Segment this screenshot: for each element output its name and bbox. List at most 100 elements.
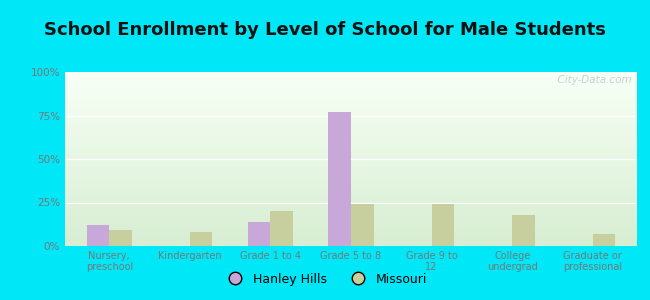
- Bar: [65, 234, 637, 236]
- Bar: [65, 98, 637, 100]
- Bar: [65, 145, 637, 147]
- Bar: [65, 192, 637, 194]
- Bar: [65, 236, 637, 237]
- Bar: [65, 150, 637, 152]
- Bar: [65, 194, 637, 196]
- Bar: [65, 131, 637, 133]
- Bar: [65, 109, 637, 110]
- Bar: [65, 136, 637, 138]
- Bar: [65, 119, 637, 121]
- Bar: [65, 112, 637, 114]
- Bar: [65, 79, 637, 81]
- Bar: [65, 116, 637, 117]
- Bar: [593, 234, 616, 246]
- Bar: [65, 147, 637, 148]
- Bar: [65, 211, 637, 213]
- Bar: [65, 239, 637, 241]
- Bar: [512, 215, 535, 246]
- Bar: [65, 173, 637, 175]
- Bar: [65, 157, 637, 159]
- Bar: [65, 220, 637, 222]
- Text: City-Data.com: City-Data.com: [551, 76, 631, 85]
- Bar: [65, 163, 637, 164]
- Bar: [65, 93, 637, 94]
- Bar: [65, 190, 637, 192]
- Bar: [65, 206, 637, 208]
- Bar: [65, 148, 637, 150]
- Bar: [65, 227, 637, 229]
- Bar: [65, 152, 637, 154]
- Bar: [65, 215, 637, 216]
- Bar: [351, 204, 374, 246]
- Bar: [248, 222, 270, 246]
- Bar: [65, 178, 637, 180]
- Bar: [65, 161, 637, 163]
- Bar: [65, 94, 637, 96]
- Bar: [65, 89, 637, 91]
- Bar: [65, 189, 637, 190]
- Bar: [65, 107, 637, 109]
- Bar: [65, 74, 637, 76]
- Bar: [65, 213, 637, 215]
- Bar: [65, 166, 637, 168]
- Bar: [65, 202, 637, 204]
- Bar: [65, 103, 637, 105]
- Bar: [65, 175, 637, 176]
- Bar: [65, 133, 637, 135]
- Bar: [65, 222, 637, 224]
- Bar: [65, 171, 637, 173]
- Bar: [65, 169, 637, 171]
- Bar: [65, 91, 637, 93]
- Bar: [65, 237, 637, 239]
- Bar: [65, 86, 637, 88]
- Bar: [65, 225, 637, 227]
- Bar: [65, 124, 637, 126]
- Bar: [65, 180, 637, 182]
- Bar: [109, 230, 132, 246]
- Bar: [65, 77, 637, 79]
- Bar: [65, 88, 637, 89]
- Bar: [65, 159, 637, 161]
- Bar: [65, 114, 637, 116]
- Bar: [65, 232, 637, 234]
- Bar: [65, 204, 637, 206]
- Bar: [65, 96, 637, 98]
- Bar: [65, 209, 637, 211]
- Bar: [65, 168, 637, 169]
- Bar: [65, 242, 637, 244]
- Bar: [65, 138, 637, 140]
- Bar: [65, 140, 637, 142]
- Bar: [65, 183, 637, 185]
- Bar: [65, 155, 637, 157]
- Bar: [65, 182, 637, 183]
- Bar: [65, 121, 637, 122]
- Bar: [65, 126, 637, 128]
- Bar: [65, 244, 637, 246]
- Bar: [86, 225, 109, 246]
- Bar: [65, 102, 637, 103]
- Bar: [65, 142, 637, 143]
- Bar: [65, 105, 637, 107]
- Bar: [65, 229, 637, 230]
- Bar: [65, 76, 637, 77]
- Bar: [328, 112, 351, 246]
- Bar: [65, 199, 637, 201]
- Bar: [65, 208, 637, 209]
- Bar: [65, 135, 637, 137]
- Bar: [65, 128, 637, 129]
- Bar: [65, 84, 637, 86]
- Bar: [65, 187, 637, 189]
- Bar: [65, 81, 637, 82]
- Bar: [65, 72, 637, 74]
- Bar: [432, 204, 454, 246]
- Bar: [65, 154, 637, 155]
- Bar: [65, 117, 637, 119]
- Bar: [190, 232, 213, 246]
- Bar: [65, 224, 637, 225]
- Bar: [65, 110, 637, 112]
- Bar: [65, 230, 637, 232]
- Bar: [65, 216, 637, 218]
- Bar: [65, 218, 637, 220]
- Bar: [65, 241, 637, 242]
- Bar: [65, 82, 637, 84]
